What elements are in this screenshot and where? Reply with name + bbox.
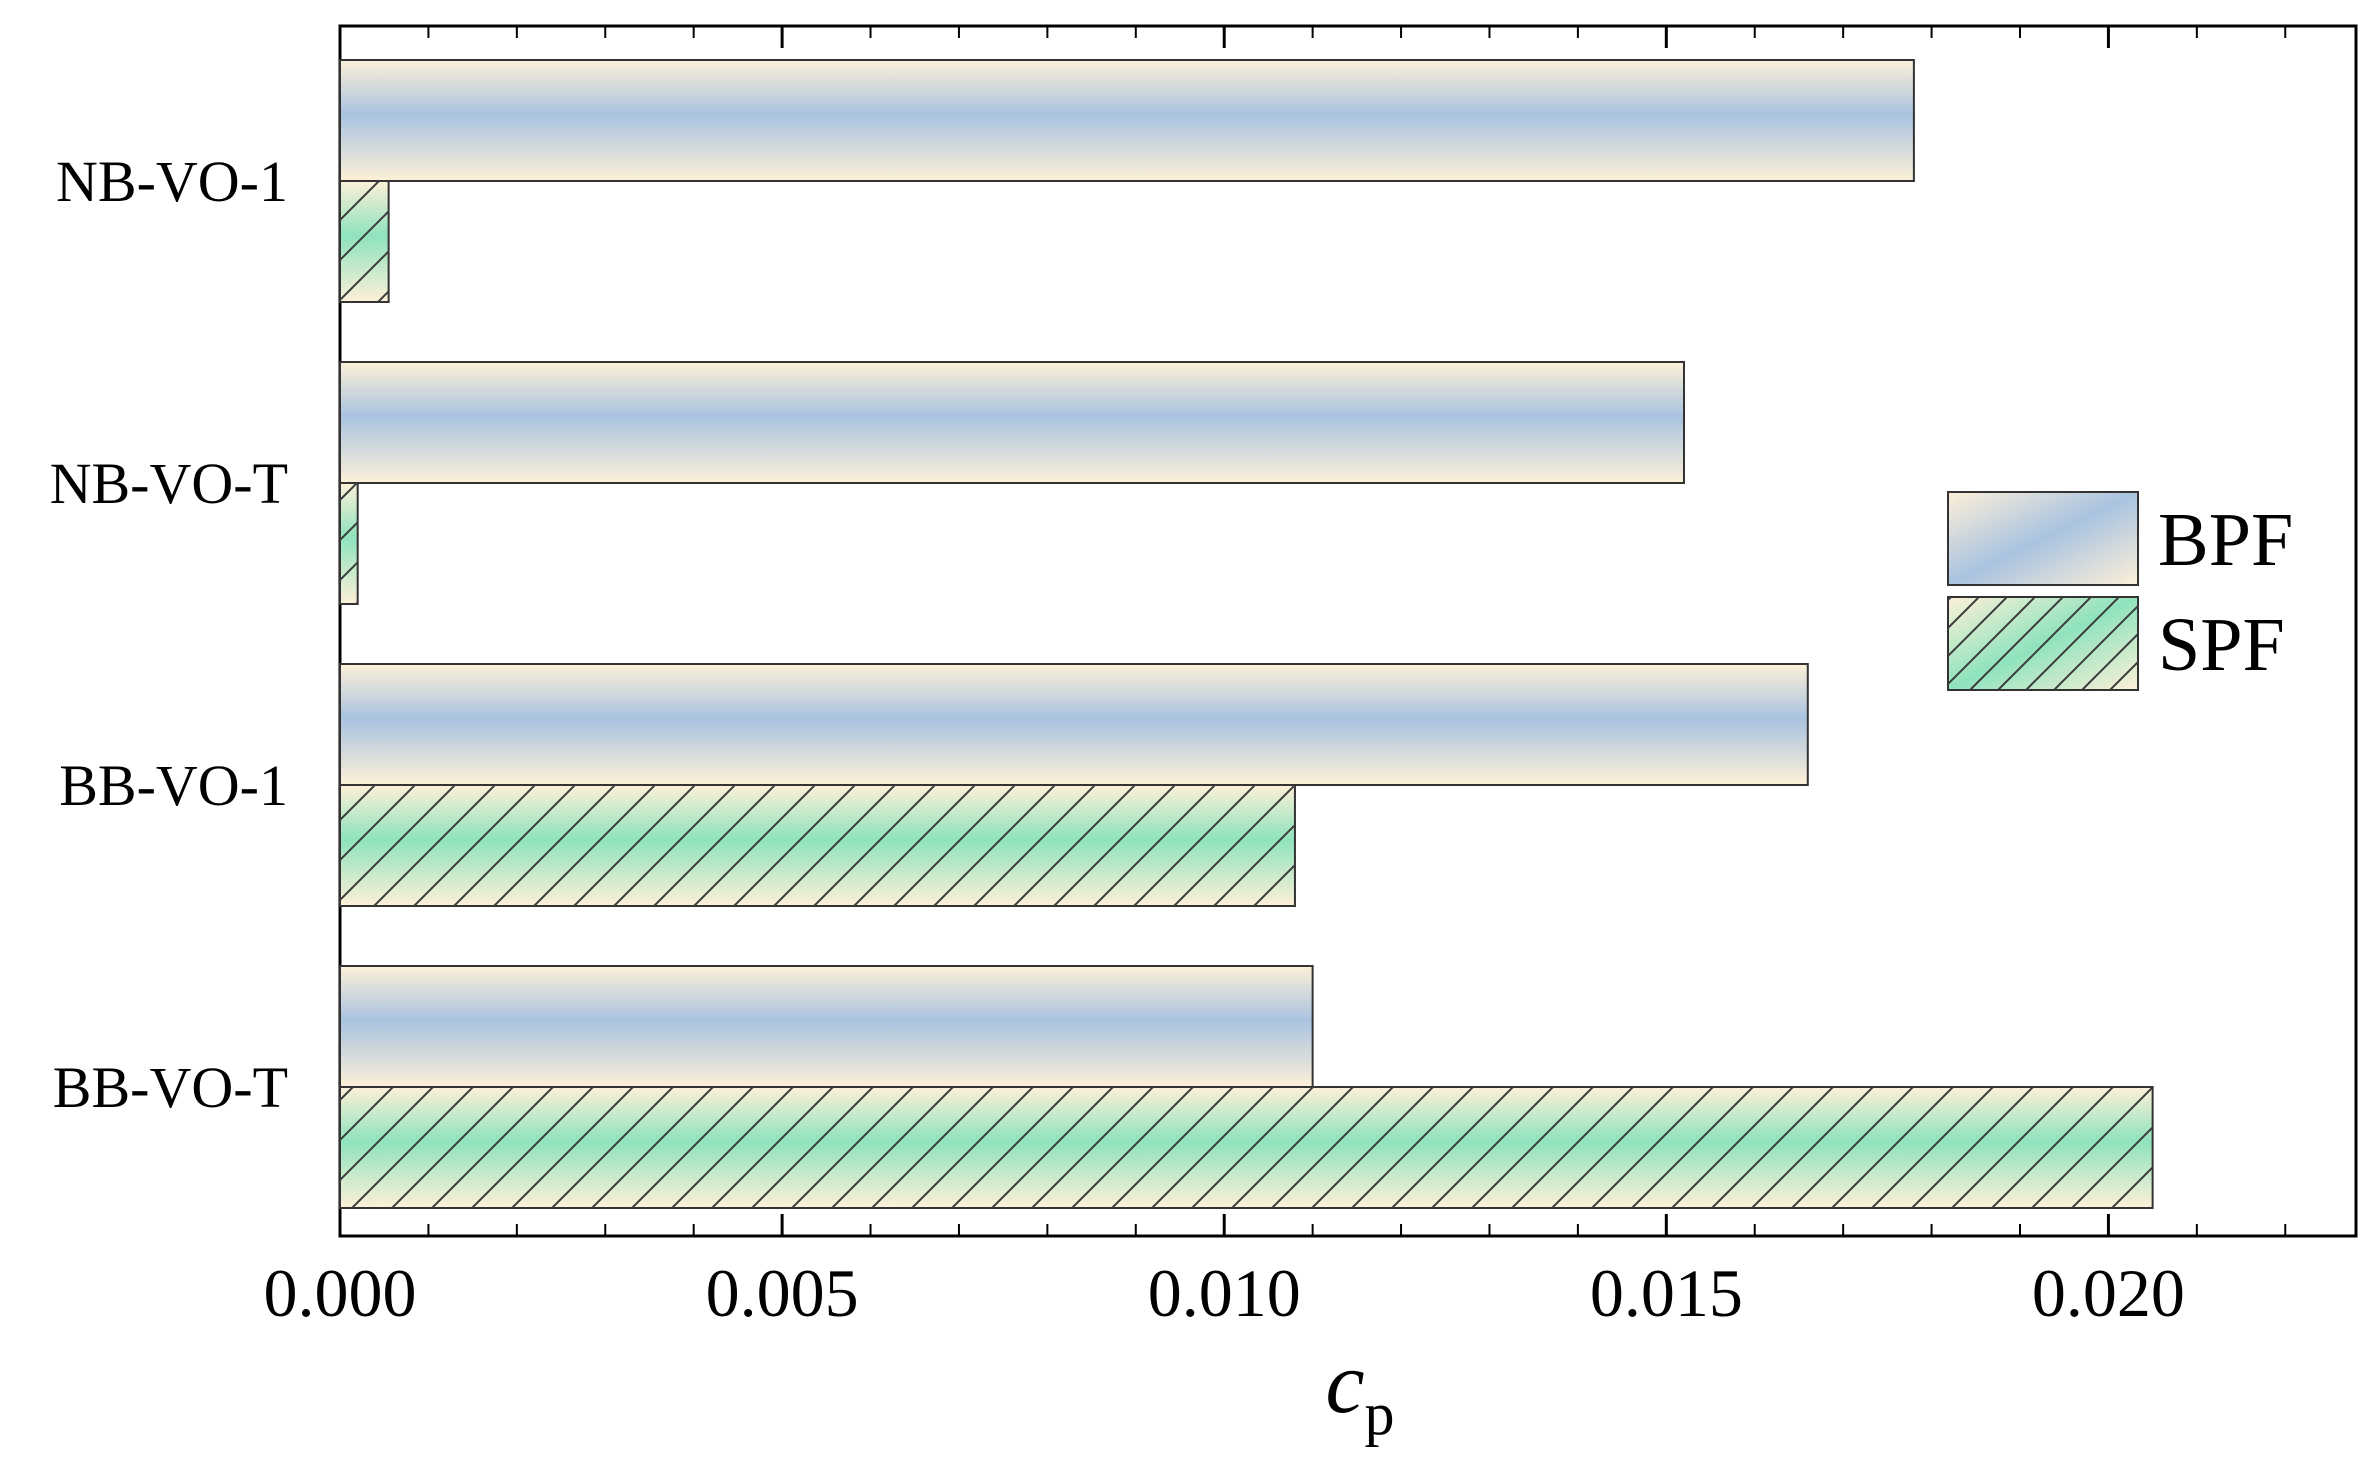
- legend: BPF SPF: [1947, 491, 2293, 691]
- legend-swatch-bpf: [1947, 491, 2139, 586]
- bar-hatch-spf-nb-vo-1: [340, 181, 389, 302]
- x-axis-ticks: 0.000 0.005 0.010 0.015 0.020: [264, 26, 2287, 1331]
- x-tick-label: 0.020: [2032, 1255, 2185, 1331]
- y-tick-label: BB-VO-1: [59, 753, 288, 818]
- y-tick-label: BB-VO-T: [53, 1055, 288, 1120]
- bar-hatch-spf-bb-vo-t: [340, 1087, 2153, 1208]
- bar-bpf-nb-vo-1: [339, 59, 1915, 182]
- legend-label-spf: SPF: [2158, 603, 2285, 687]
- x-tick-label: 0.015: [1590, 1255, 1743, 1331]
- legend-label-bpf: BPF: [2158, 498, 2293, 582]
- x-tick-label: 0.005: [706, 1255, 859, 1331]
- bar-hatch-spf-nb-vo-t: [340, 483, 358, 604]
- bars-layer: [339, 59, 2154, 1209]
- plot-area: [338, 24, 2358, 1238]
- bar-bpf-bb-vo-1: [339, 663, 1809, 786]
- x-tick-label: 0.000: [264, 1255, 417, 1331]
- y-tick-label: NB-VO-T: [50, 451, 288, 516]
- bar-bpf-nb-vo-t: [339, 361, 1685, 484]
- y-tick-label: NB-VO-1: [56, 149, 288, 214]
- bar-bpf-bb-vo-t: [339, 965, 1314, 1088]
- legend-swatch-spf-hatch: [1948, 597, 2138, 690]
- bar-hatch-spf-bb-vo-1: [340, 785, 1295, 906]
- x-axis-title: cp: [1325, 1335, 1394, 1447]
- y-axis-labels: NB-VO-1 NB-VO-T BB-VO-1 BB-VO-T: [50, 149, 288, 1120]
- x-tick-label: 0.010: [1148, 1255, 1301, 1331]
